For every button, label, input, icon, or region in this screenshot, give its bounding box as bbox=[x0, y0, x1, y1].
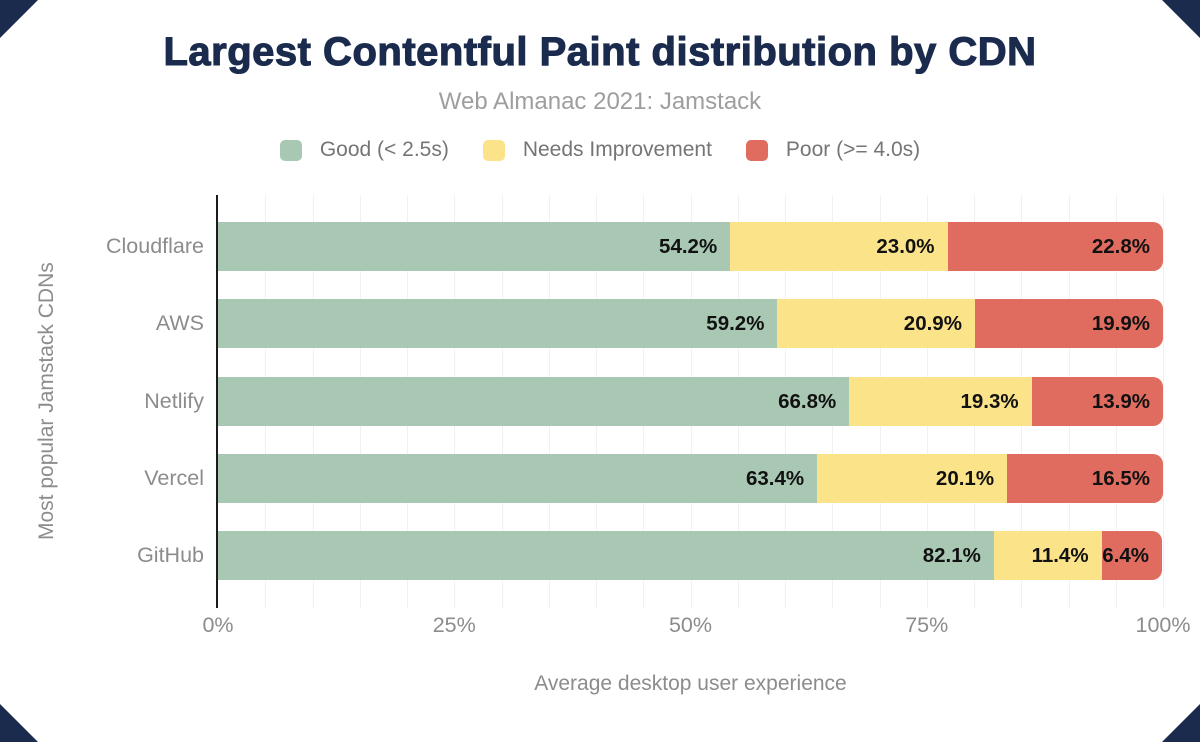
value-label: 13.9% bbox=[1091, 389, 1150, 413]
bar-row: 54.2% 23.0% 22.8% bbox=[218, 222, 1163, 271]
bar-segment: 20.1% bbox=[817, 453, 1008, 503]
category-label: AWS bbox=[155, 311, 204, 336]
corner-triangle-top-right bbox=[1162, 0, 1200, 38]
gridline bbox=[1163, 195, 1164, 608]
value-label: 19.9% bbox=[1091, 312, 1150, 336]
bar-segment: 20.9% bbox=[777, 299, 975, 349]
value-label: 82.1% bbox=[922, 544, 981, 567]
legend-item: Needs Improvement bbox=[482, 138, 712, 162]
value-label: 6.4% bbox=[1102, 544, 1150, 567]
x-axis-tick-labels: 0% 25% 50% 75% 100% bbox=[202, 613, 1190, 639]
category-label: GitHub bbox=[137, 543, 204, 567]
legend-label: Good (< 2.5s) bbox=[319, 138, 449, 161]
value-label: 11.4% bbox=[1031, 544, 1089, 567]
category-axis-labels: Cloudflare AWS Netlify Vercel GitHub bbox=[58, 195, 204, 608]
bar-segment: 13.9% bbox=[1031, 376, 1163, 426]
x-tick-label: 25% bbox=[432, 613, 476, 637]
bar-segment: 59.2% bbox=[218, 299, 778, 349]
bar-segment: 66.8% bbox=[218, 376, 850, 426]
value-label: 20.9% bbox=[903, 312, 962, 336]
value-label: 16.5% bbox=[1091, 466, 1150, 490]
value-label: 66.8% bbox=[778, 389, 837, 413]
value-label: 54.2% bbox=[659, 235, 718, 258]
bar-segment: 54.2% bbox=[218, 222, 731, 271]
plot-area: 54.2% 23.0% 22.8% 59.2% 20.9% 19.9% 66.8% 19.3%… bbox=[218, 195, 1164, 608]
bar-row: 66.8% 19.3% 13.9% bbox=[218, 376, 1163, 426]
chart-subtitle: Web Almanac 2021: Jamstack bbox=[438, 88, 762, 115]
category-label: Vercel bbox=[144, 465, 204, 490]
legend-item: Poor (>= 4.0s) bbox=[745, 138, 921, 162]
chart-title: Largest Contentful Paint distribution by… bbox=[163, 29, 1037, 74]
value-label: 63.4% bbox=[745, 466, 805, 490]
bar-row: 59.2% 20.9% 19.9% bbox=[218, 299, 1163, 349]
legend-swatch bbox=[279, 139, 302, 161]
bar-row: 82.1% 11.4% 6.4% bbox=[218, 531, 1163, 580]
x-tick-label: 0% bbox=[202, 613, 234, 637]
value-label: 23.0% bbox=[876, 235, 935, 258]
bar-segment: 11.4% bbox=[993, 531, 1102, 580]
legend-swatch bbox=[482, 139, 505, 161]
bar-row: 63.4% 20.1% 16.5% bbox=[218, 453, 1163, 503]
corner-triangle-bottom-right bbox=[1162, 704, 1200, 742]
legend-label: Poor (>= 4.0s) bbox=[785, 138, 921, 161]
x-tick-label: 50% bbox=[668, 613, 713, 637]
bar-segment: 82.1% bbox=[218, 531, 994, 580]
value-label: 22.8% bbox=[1091, 235, 1150, 258]
x-tick-label: 100% bbox=[1135, 613, 1191, 637]
x-axis-title: Average desktop user experience bbox=[534, 672, 847, 695]
bar-segment: 16.5% bbox=[1007, 453, 1163, 503]
bar-segment: 22.8% bbox=[947, 222, 1163, 271]
bar-segment: 23.0% bbox=[730, 222, 948, 271]
x-tick-label: 75% bbox=[905, 613, 949, 637]
bar-segment: 19.3% bbox=[849, 376, 1032, 426]
legend: Good (< 2.5s) Needs Improvement Poor (>= 4… bbox=[0, 138, 1200, 162]
corner-triangle-bottom-left bbox=[0, 704, 38, 742]
legend-swatch bbox=[745, 139, 768, 161]
category-label: Netlify bbox=[144, 388, 204, 413]
value-label: 59.2% bbox=[706, 312, 765, 336]
bar-segment: 19.9% bbox=[974, 299, 1163, 349]
category-label: Cloudflare bbox=[106, 234, 204, 258]
legend-label: Needs Improvement bbox=[522, 138, 712, 161]
y-axis-line bbox=[216, 195, 218, 608]
value-label: 19.3% bbox=[960, 389, 1019, 413]
corner-triangle-top-left bbox=[0, 0, 38, 38]
bar-segment: 6.4% bbox=[1101, 531, 1163, 580]
bar-segment: 63.4% bbox=[218, 453, 818, 503]
legend-item: Good (< 2.5s) bbox=[279, 138, 449, 162]
value-label: 20.1% bbox=[935, 466, 995, 490]
